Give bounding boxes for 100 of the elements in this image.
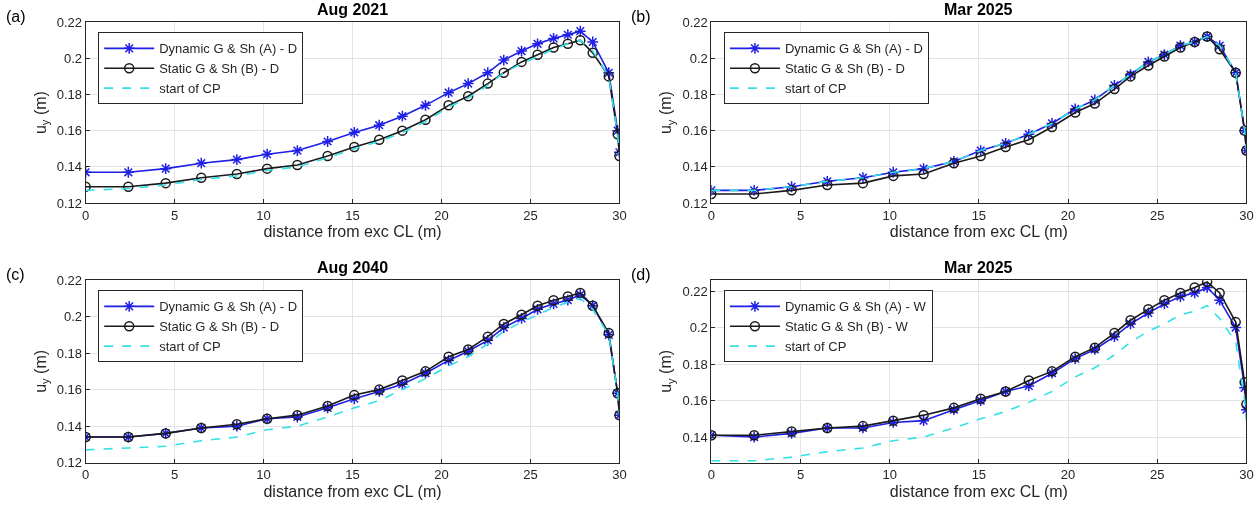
point [786,185,797,196]
line-series [711,304,1247,462]
point [292,159,303,171]
point [397,375,408,386]
legend-label: start of CP [159,81,221,97]
point [1143,60,1154,71]
point [481,334,494,347]
legend-label: start of CP [784,81,847,97]
point [602,66,615,79]
point [195,157,208,170]
chart-title: Aug 2021 [317,1,389,18]
point [443,100,454,111]
point [587,47,598,59]
text: (a) [6,8,26,25]
point [575,34,586,46]
point [349,141,360,153]
point [397,125,408,136]
x-tick-label: 10 [256,207,271,223]
point [748,188,760,200]
x-tick-label: 30 [612,207,627,223]
x-axis-title: distance from exc CL (m) [263,223,442,241]
point [373,134,385,145]
point [1046,121,1058,133]
x-axis-title: distance from exc CL (m) [889,223,1068,241]
point [1109,327,1120,339]
point [531,37,544,50]
x-tick-label: 15 [345,467,360,483]
x-tick-label: 5 [170,467,179,483]
point [122,166,135,179]
point [1213,294,1226,307]
point [1159,294,1170,306]
y-tick-label: 0.22 [56,14,83,30]
x-tick-label: 0 [707,467,715,483]
x-tick-label: 0 [707,207,715,223]
x-tick-label: 10 [882,207,897,223]
y-tick-label: 0.16 [682,393,708,409]
point [1174,290,1187,303]
point [159,162,172,175]
point [1088,93,1101,107]
point [123,181,134,192]
point [482,331,493,342]
x-tick-label: 5 [170,207,179,223]
point [1214,287,1225,299]
point [497,321,510,334]
legend-label: Static G & Sh (B) - D [784,61,905,77]
point [1045,117,1059,130]
point [1143,304,1154,315]
y-tick-label: 0.2 [689,50,708,66]
point [349,389,360,401]
point [1175,287,1186,299]
y-tick-label: 0.12 [682,195,708,211]
x-tick-label: 10 [882,467,897,483]
point [1108,79,1121,92]
point [917,414,930,427]
point [196,172,207,183]
point [498,67,510,79]
point [821,175,834,188]
point [231,168,243,180]
x-tick-label: 25 [1150,207,1165,223]
chart-title: Mar 2025 [944,1,1013,18]
y-tick-label: 0.14 [682,429,708,445]
y-tick-label: 0.18 [682,356,708,372]
point [562,291,574,302]
point [1023,134,1035,145]
x-tick-label: 25 [523,207,538,223]
point [1124,317,1137,331]
point [1158,297,1171,310]
point [1000,141,1011,153]
point [1023,375,1035,386]
legend-label: Static G & Sh (B) - D [159,319,280,335]
text: (b) [631,8,651,25]
point [856,171,870,184]
point [420,114,431,126]
point [532,300,543,311]
x-tick-label: 10 [256,467,271,483]
point [1069,102,1082,116]
y-tick-label: 0.16 [56,123,83,139]
point [822,179,833,191]
point [442,354,455,367]
x-tick-label: 20 [1060,467,1076,483]
point [322,150,333,162]
point [1188,286,1201,300]
x-tick-label: 30 [1239,467,1254,483]
point [918,168,929,180]
x-tick-label: 20 [1060,207,1076,223]
point [1109,83,1120,95]
legend-label: Dynamic G & Sh (A) - W [784,299,927,315]
y-tick-label: 0.18 [56,87,83,103]
point [562,38,574,50]
text: (d) [631,266,651,283]
point [515,312,528,325]
point [373,119,386,132]
point [561,28,574,41]
legend-label: Dynamic G & Sh (A) - D [159,299,298,315]
x-tick-label: 20 [434,207,449,223]
point [497,53,510,67]
legend-label: Static G & Sh (B) - D [159,61,280,77]
point [348,126,361,139]
point [975,150,986,162]
point [1142,55,1155,69]
